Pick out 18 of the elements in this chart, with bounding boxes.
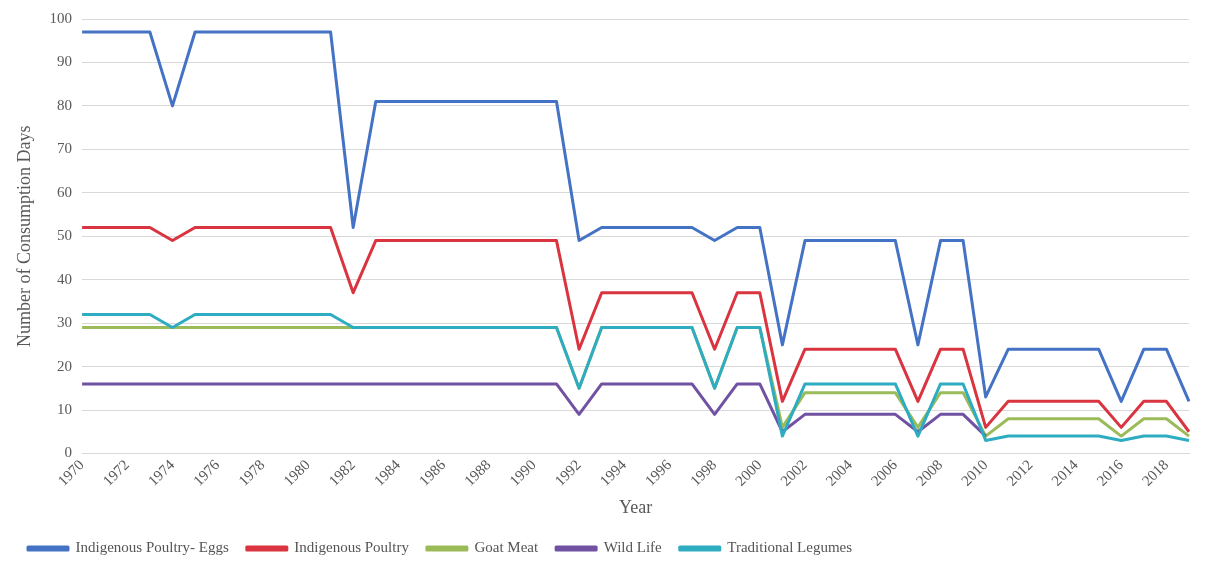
y-tick-label: 100 [49,9,73,26]
y-tick-label: 30 [57,314,73,331]
legend-label: Wild Life [603,539,663,556]
y-tick-label: 80 [57,96,73,113]
y-tick-label: 60 [57,183,73,200]
legend-label: Indigenous Poultry- Eggs [75,539,229,556]
y-tick-label: 0 [64,444,73,461]
y-tick-label: 50 [57,227,73,244]
y-tick-label: 40 [57,270,73,287]
y-tick-label: 90 [57,53,73,70]
y-tick-label: 70 [57,140,73,157]
y-tick-label: 10 [57,400,73,417]
legend-label: Traditional Legumes [727,539,853,556]
x-axis-title: Year [618,496,653,517]
legend-label: Indigenous Poultry [294,539,410,556]
y-axis-title: Number of Consumption Days [13,125,34,347]
legend-label: Goat Meat [474,539,539,556]
y-tick-label: 20 [57,357,73,374]
